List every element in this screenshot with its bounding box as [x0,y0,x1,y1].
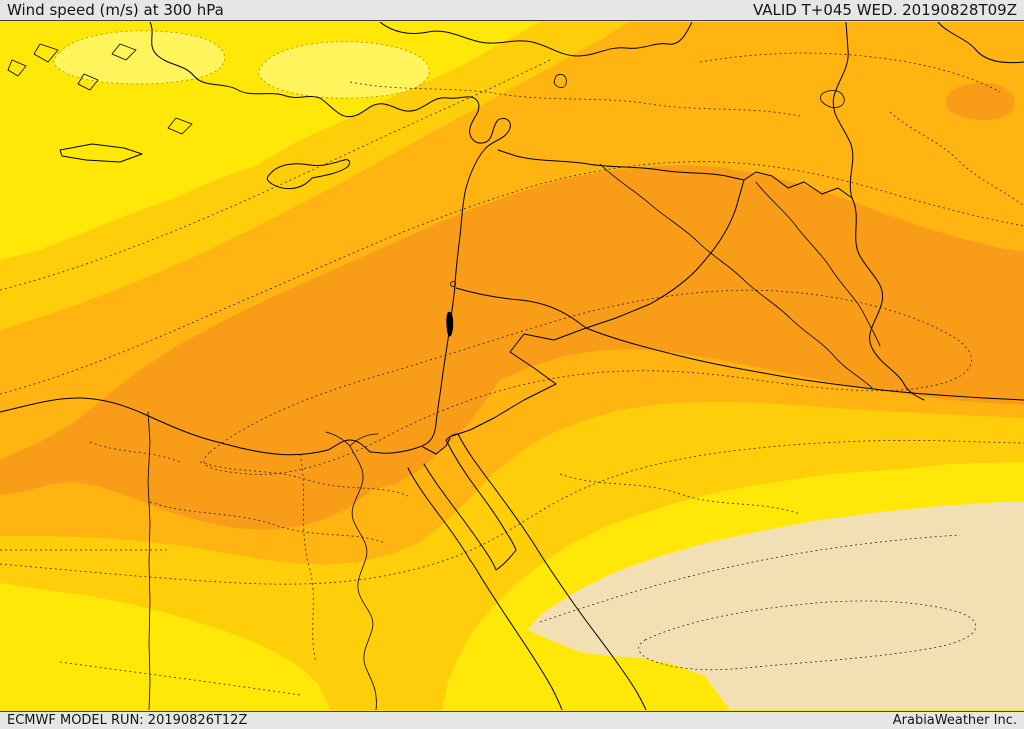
band-light-yellow-patch-2 [258,41,430,99]
contour-dotted-5 [539,534,961,623]
nile-delta-branch-east [349,433,379,447]
valid-time-label: VALID T+045 WED. 20190828T09Z [752,1,1017,19]
country-borders [147,22,1024,710]
border-jordan-syria [455,287,587,329]
border-syria-iraq [585,179,745,329]
band-cream-low-wind [515,501,1024,710]
contour-dotted-3 [0,440,1024,585]
contour-dotted-cream-loop [638,600,977,671]
nile-delta-branch-west [325,431,351,447]
gulf-of-aqaba-west-coast [445,439,517,551]
sinai-south-tip [495,549,517,571]
border-iraq-iran [851,197,925,401]
island-icon [167,117,193,135]
nile-river [349,445,377,710]
map-title: Wind speed (m/s) at 300 hPa [7,1,224,19]
aegean-islands [7,43,193,135]
border-israel-egypt [422,437,451,455]
band-deep-orange-northeast-patch [946,82,1015,120]
island-icon [111,43,137,61]
credit-label: ArabiaWeather Inc. [892,713,1017,728]
band-deep-orange [0,165,1024,530]
lake-tuz [553,74,567,88]
gulf-of-suez-east-coast [423,463,497,571]
cyprus-island [266,159,351,189]
contour-dotted-1 [0,59,551,291]
red-sea-east-coast [533,543,647,710]
band-light-yellow-patch-1 [53,30,225,85]
island-icon [7,59,27,77]
gulf-of-aqaba-east-coast [457,433,535,545]
mediterranean-levant-coastline [0,22,511,456]
wind-speed-bands [0,22,1024,710]
caspian-coastline [937,22,1024,64]
contour-dotted-9 [89,441,181,463]
contour-dotted-4 [59,661,301,696]
contour-dotted-12 [349,81,801,117]
island-icon [33,43,59,63]
gulf-of-suez-west-coast [407,467,485,583]
island-icon [77,73,99,91]
border-turkey-iran [832,22,854,199]
contour-dotted-10 [559,473,801,515]
black-sea-coastline [379,22,693,57]
contour-dotted-13 [889,111,1024,207]
border-egypt-libya [147,411,151,710]
contour-dotted-11 [299,453,317,663]
model-run-label: ECMWF MODEL RUN: 20190826T12Z [7,713,248,728]
border-iraq-saudi [585,327,1024,401]
footer-bar: ECMWF MODEL RUN: 20190826T12Z ArabiaWeat… [0,711,1024,729]
river-tigris [755,181,881,347]
contour-dotted-2 [0,161,1024,395]
sea-of-galilee [450,281,456,287]
contour-dotted-core-loop [203,289,972,475]
contour-dotted-8 [149,501,386,544]
border-jordan-saudi [451,327,587,437]
red-sea-west-coast [483,581,563,710]
dead-sea [446,311,454,337]
crete-island [59,143,143,163]
header-bar: Wind speed (m/s) at 300 hPa VALID T+045 … [0,0,1024,21]
contour-dotted-6 [699,52,1001,93]
dotted-contour-lines [0,52,1024,696]
river-euphrates [599,163,873,389]
wind-speed-map [0,22,1024,710]
